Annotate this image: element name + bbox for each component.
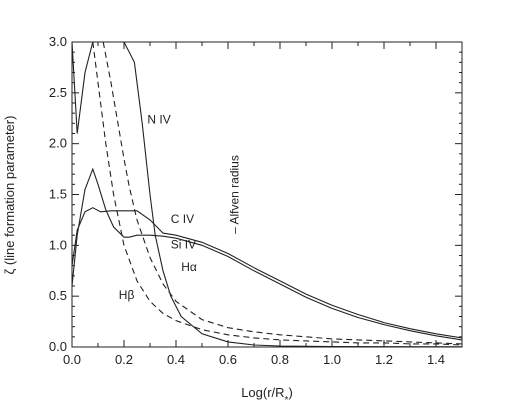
x-tick-labels: 0.0 0.2 0.4 0.6 0.8 1.0 1.2 1.4 — [63, 352, 445, 367]
x-tick-label: 1.0 — [323, 352, 341, 367]
y-tick-label: 1.0 — [49, 237, 67, 252]
annotation-label: Si IV — [171, 237, 196, 251]
x-axis-label: Log(r/R*) — [241, 385, 293, 406]
x-tick-label: 0.2 — [115, 352, 133, 367]
series-line-hβ — [92, 42, 462, 346]
y-tick-labels: 0.0 0.5 1.0 1.5 2.0 2.5 3.0 — [49, 34, 67, 354]
y-tick-label: 0.0 — [49, 339, 67, 354]
annotation-label: C IV — [171, 212, 194, 226]
x-axis-label-subscript: * — [285, 395, 289, 406]
x-tick-label: 0.8 — [271, 352, 289, 367]
annotations: N IV C IV Si IV Hα Hβ – Alfven radius — [119, 112, 242, 302]
y-axis-label: ζ (line formation parameter) — [2, 116, 17, 275]
annotation-label: N IV — [147, 112, 170, 126]
series-line-n-iv — [72, 42, 462, 347]
series-line-hα — [102, 42, 462, 345]
series-line-c-iv — [72, 207, 462, 339]
annotation-label: – Alfven radius — [227, 155, 241, 234]
y-tick-label: 0.5 — [49, 288, 67, 303]
x-tick-label: 1.2 — [375, 352, 393, 367]
x-tick-label: 1.4 — [427, 352, 445, 367]
x-tick-label: 0.6 — [219, 352, 237, 367]
plot-area — [72, 42, 462, 347]
y-tick-label: 1.5 — [49, 187, 67, 202]
annotation-label: Hα — [181, 260, 197, 274]
x-tick-label: 0.0 — [63, 352, 81, 367]
y-tick-label: 2.5 — [49, 85, 67, 100]
axis-ticks — [71, 41, 463, 348]
annotation-label: Hβ — [119, 288, 135, 302]
x-tick-label: 0.4 — [167, 352, 185, 367]
y-tick-label: 3.0 — [49, 34, 67, 49]
series-line-si-iv — [72, 167, 462, 341]
y-tick-label: 2.0 — [49, 136, 67, 151]
